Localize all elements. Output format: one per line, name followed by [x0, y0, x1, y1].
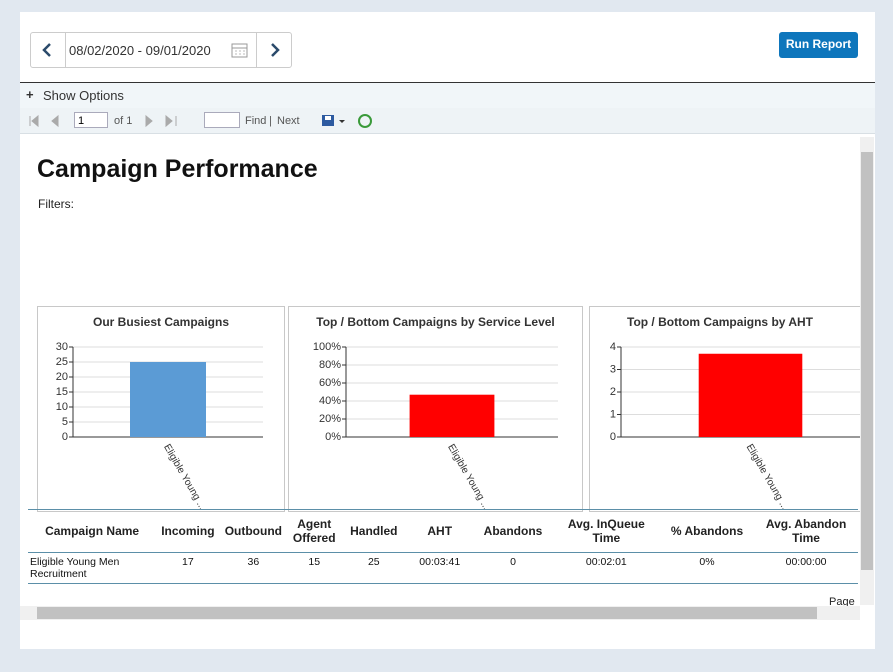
y-tick-label: 2: [610, 386, 616, 398]
y-tick-label: 10: [56, 401, 68, 413]
column-header: Outbound: [224, 524, 282, 538]
find-link[interactable]: Find: [245, 115, 267, 127]
chart-box: Our Busiest Campaigns 0 5 10 15 20 25 30 Eligibl…: [37, 306, 285, 512]
of-pages: of 1: [114, 115, 133, 127]
y-tick-label: 80%: [319, 359, 341, 371]
column-header: Incoming: [161, 524, 215, 538]
table-cell: 0%: [699, 556, 715, 568]
chart-title: Our Busiest Campaigns: [93, 315, 229, 329]
chart: Our Busiest Campaigns 0 5 10 15 20 25 30 Eligibl…: [56, 315, 263, 511]
table-cell: 00:02:01: [585, 556, 627, 568]
table-cell: 17: [182, 556, 194, 568]
prev-button[interactable]: [31, 33, 66, 67]
y-tick-label: 3: [610, 363, 616, 375]
page-footer: Page: [829, 596, 855, 608]
options-bar: + Show Options: [20, 83, 875, 108]
table-cell: Eligible Young Men Recruitment: [30, 556, 120, 580]
divider: [20, 82, 875, 83]
column-header: Avg. Abandon Time: [765, 517, 847, 545]
y-tick-label: 40%: [319, 395, 341, 407]
y-tick-label: 20%: [319, 413, 341, 425]
chart-title: Top / Bottom Campaigns by AHT: [627, 315, 814, 329]
chart: Top / Bottom Campaigns by Service Level 0…: [313, 315, 558, 511]
next-button[interactable]: [256, 33, 292, 67]
table-row: Eligible Young Men Recruitment 17 36 15 25 00…: [28, 553, 858, 584]
plus-icon: +: [26, 87, 34, 102]
filters-label: Filters:: [38, 197, 74, 211]
column-header: AHT: [427, 524, 453, 538]
column-header: Abandons: [483, 524, 543, 538]
separator: |: [269, 115, 272, 127]
first-prev-icons[interactable]: [28, 114, 68, 128]
table-wrap: Campaign Name Incoming Outbound Agent Offer…: [28, 509, 858, 584]
report-toolbar: 1 of 1 Find | Next: [20, 108, 875, 134]
chart-box: Top / Bottom Campaigns by Service Level 0…: [288, 306, 583, 512]
table-cell: 15: [308, 556, 321, 568]
v-scroll-thumb[interactable]: [861, 152, 873, 570]
column-header: Agent Offered: [292, 517, 336, 545]
h-scrollbar[interactable]: [20, 606, 860, 620]
show-options[interactable]: Show Options: [43, 88, 124, 103]
y-tick-label: 0: [610, 431, 616, 443]
header-row: Campaign Name Incoming Outbound Agent Offer…: [28, 510, 858, 553]
y-tick-label: 25: [56, 356, 68, 368]
chart-box: Top / Bottom Campaigns by AHT 0 1 2 3 4 Eligib…: [589, 306, 871, 512]
campaign-table: Campaign Name Incoming Outbound Agent Offer…: [28, 510, 858, 584]
y-tick-label: 100%: [313, 341, 341, 353]
y-tick-label: 20: [56, 371, 68, 383]
next-icon: [271, 43, 280, 57]
report-title: Campaign Performance: [37, 155, 318, 183]
table-cell: 00:03:41: [419, 556, 461, 568]
report-panel: 08/02/2020 - 09/01/2020 Run Report + Sho…: [20, 12, 875, 649]
run-report-button[interactable]: Run Report: [779, 32, 858, 58]
h-scroll-thumb[interactable]: [37, 607, 817, 619]
table-cell: 36: [247, 556, 260, 568]
y-tick-label: 1: [610, 408, 616, 420]
y-tick-label: 4: [610, 341, 616, 353]
x-tick-label: Eligible Young ...: [445, 442, 492, 511]
date-range[interactable]: 08/02/2020 - 09/01/2020: [69, 43, 211, 58]
prev-icon: [42, 43, 51, 57]
x-tick-label: Eligible Young ...: [161, 442, 208, 511]
y-tick-label: 30: [56, 341, 68, 353]
y-tick-label: 0: [62, 431, 68, 443]
chart-title: Top / Bottom Campaigns by Service Level: [316, 315, 555, 329]
y-tick-label: 5: [62, 416, 68, 428]
find-input[interactable]: [204, 112, 240, 128]
next-link[interactable]: Next: [277, 115, 300, 127]
calendar-icon[interactable]: [231, 41, 249, 59]
bar: [409, 394, 495, 437]
page-input[interactable]: 1: [74, 112, 108, 128]
date-picker[interactable]: 08/02/2020 - 09/01/2020: [30, 32, 292, 68]
export-refresh-icons[interactable]: [320, 112, 380, 130]
chart: Top / Bottom Campaigns by AHT 0 1 2 3 4 Eligib…: [610, 315, 870, 511]
y-tick-label: 0%: [325, 431, 341, 443]
v-scrollbar[interactable]: [860, 137, 874, 605]
column-header: Avg. InQueue Time: [567, 517, 645, 545]
column-header: Handled: [350, 524, 398, 538]
table-cell: 00:00:00: [785, 556, 827, 568]
y-tick-label: 15: [56, 386, 68, 398]
table-cell: 25: [367, 556, 380, 568]
table-cell: 0: [510, 556, 516, 568]
next-last-icons[interactable]: [142, 114, 182, 128]
bar: [698, 353, 803, 437]
column-header: Campaign Name: [45, 524, 140, 538]
column-header: % Abandons: [670, 524, 744, 538]
x-tick-label: Eligible Young ...: [744, 442, 791, 511]
bar: [130, 362, 206, 437]
y-tick-label: 60%: [319, 377, 341, 389]
